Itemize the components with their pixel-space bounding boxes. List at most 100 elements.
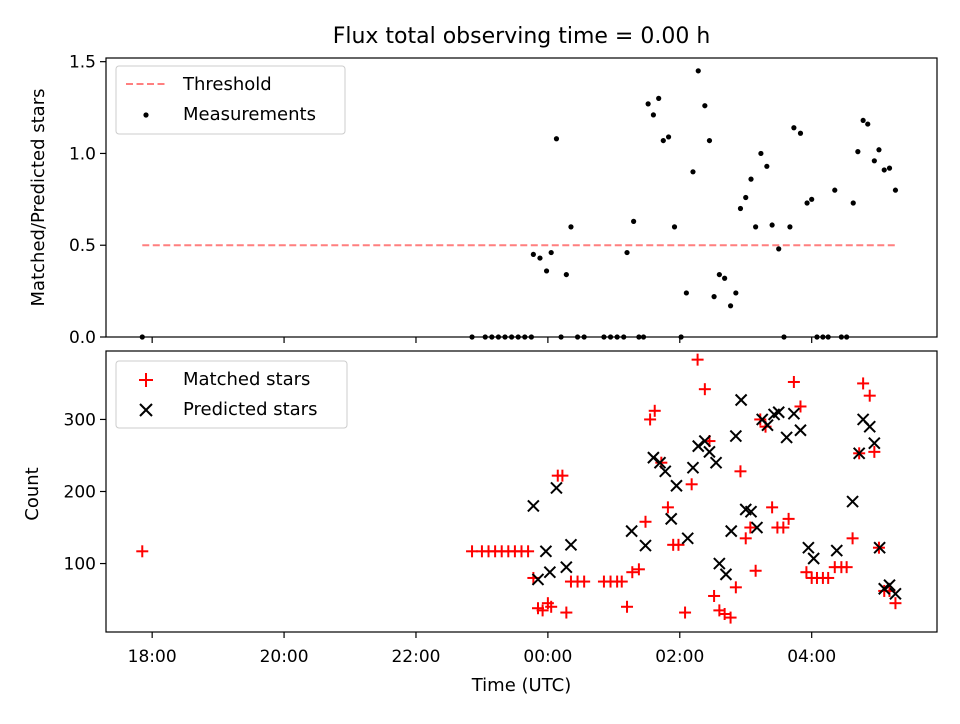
measurement-point xyxy=(881,167,887,173)
measurement-point xyxy=(660,137,666,144)
matched-star-point xyxy=(846,532,859,545)
matched-star-point xyxy=(822,571,835,584)
bottom-yticks: 100 200 300 xyxy=(64,410,106,575)
top-panel: 0.0 0.5 1.0 1.5 Matched/Predicted stars Thr… xyxy=(28,53,938,348)
measurement-point xyxy=(886,165,893,171)
top-axes-frame xyxy=(105,57,938,338)
measurement-point xyxy=(548,249,554,256)
predicted-star-point xyxy=(686,461,700,474)
predicted-star-point xyxy=(780,431,793,444)
matched-star-point xyxy=(698,383,711,396)
y-tick-label: 300 xyxy=(64,410,96,430)
x-tick-label: 18:00 xyxy=(128,647,177,667)
predicted-star-point xyxy=(719,568,733,581)
matched-star-point xyxy=(840,561,853,574)
predicted-star-point xyxy=(772,406,785,419)
measurement-point xyxy=(743,194,749,201)
x-tick-label: 04:00 xyxy=(787,647,836,667)
predicted-star-point xyxy=(550,481,563,495)
measurement-point xyxy=(764,163,770,169)
predicted-star-point xyxy=(794,424,807,437)
matched-star-point xyxy=(800,566,813,579)
matched-star-point xyxy=(661,501,674,514)
measurement-point xyxy=(695,68,701,74)
y-tick-label: 1.5 xyxy=(69,53,96,73)
legend-predicted-label: Predicted stars xyxy=(183,399,317,420)
measurement-point xyxy=(665,134,672,140)
x-tick-label: 02:00 xyxy=(655,647,704,667)
predicted-star-point xyxy=(802,541,815,554)
matched-star-point xyxy=(691,353,704,366)
x-axis-label: Time (UTC) xyxy=(471,675,572,696)
measurement-point xyxy=(758,150,764,157)
predicted-star-point xyxy=(670,479,683,492)
predicted-star-point xyxy=(744,505,758,518)
predicted-star-point xyxy=(761,419,774,432)
predicted-star-point xyxy=(639,539,652,552)
predicted-star-point xyxy=(729,429,743,443)
measurement-point xyxy=(543,268,550,274)
x-tick-label: 20:00 xyxy=(260,647,309,667)
predicted-star-point xyxy=(681,532,694,545)
chart-title: Flux total observing time = 0.00 h xyxy=(333,24,711,49)
measurement-point xyxy=(860,117,866,124)
bottom-panel: 100 200 300 18:00 20:00 22:00 00:00 02:00 04:00… xyxy=(22,350,938,696)
predicted-star-point xyxy=(659,465,672,478)
predicted-star-point xyxy=(878,582,891,595)
measurement-point xyxy=(690,169,696,175)
predicted-star-point xyxy=(889,587,902,601)
measurement-point xyxy=(855,149,861,155)
matched-star-point xyxy=(556,469,569,482)
predicted-star-point xyxy=(543,565,557,579)
matched-star-point xyxy=(749,564,762,577)
measurement-point xyxy=(530,251,536,258)
matched-star-point xyxy=(724,611,737,624)
measurement-point xyxy=(791,125,797,131)
y-tick-label: 1.0 xyxy=(69,144,96,164)
measurement-point xyxy=(656,95,662,101)
predicted-star-point xyxy=(868,437,881,450)
matched-star-point xyxy=(644,413,657,426)
legend-matched-marker xyxy=(139,373,153,387)
matched-star-point xyxy=(787,375,800,388)
measurement-point xyxy=(737,205,744,212)
bottom-legend-box xyxy=(115,360,348,429)
matched-star-point xyxy=(685,478,698,491)
matched-star-point xyxy=(744,521,757,534)
predicted-star-point xyxy=(692,439,705,453)
y-tick-label: 0.0 xyxy=(69,328,96,348)
predicted-star-point xyxy=(787,407,801,420)
y-tick-label: 200 xyxy=(64,483,96,503)
measurement-point xyxy=(716,271,722,278)
matched-star-point xyxy=(679,606,692,619)
measurement-point xyxy=(711,294,717,300)
measurement-point xyxy=(892,187,899,193)
measurement-point xyxy=(871,158,877,164)
bottom-xticks: 18:00 20:00 22:00 00:00 02:00 04:00 xyxy=(128,632,836,667)
measurement-point xyxy=(722,275,728,281)
x-tick-label: 00:00 xyxy=(523,647,572,667)
measurement-point xyxy=(753,224,759,230)
top-legend: Threshold Measurements xyxy=(115,65,346,135)
matched-star-point xyxy=(868,445,881,458)
measurement-point xyxy=(809,196,815,202)
legend-threshold-label: Threshold xyxy=(182,74,272,95)
measurement-point xyxy=(683,290,689,296)
predicted-star-point xyxy=(863,420,876,433)
predicted-star-point xyxy=(653,456,667,469)
measurement-point xyxy=(563,271,569,278)
predicted-star-point xyxy=(625,524,638,538)
measurement-point xyxy=(702,103,708,109)
predicted-star-point xyxy=(698,434,712,448)
y-tick-label: 0.5 xyxy=(69,236,96,256)
predicted-star-point xyxy=(725,524,738,538)
measurement-point xyxy=(706,137,713,144)
matched-star-point xyxy=(777,521,790,534)
matched-star-point xyxy=(766,501,779,514)
matched-star-point xyxy=(672,538,685,551)
measurement-point xyxy=(797,130,804,136)
matched-star-point xyxy=(632,563,645,576)
measurement-point xyxy=(804,200,810,206)
matched-star-point xyxy=(708,589,721,602)
predicted-star-point xyxy=(734,393,748,407)
